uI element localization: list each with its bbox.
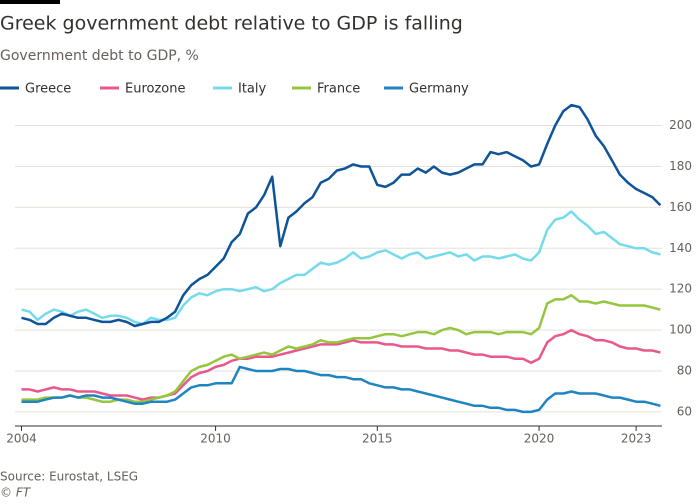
chart-subtitle: Government debt to GDP, %: [0, 48, 199, 64]
source: Source: Eurostat, LSEG: [0, 470, 138, 484]
legend-label: Eurozone: [125, 82, 185, 97]
legend-label: Greece: [25, 82, 71, 97]
x-tick-label: 2023: [621, 432, 652, 446]
y-tick-label: 200: [669, 118, 692, 132]
series-line: [21, 294, 661, 403]
x-tick-label: 2010: [200, 432, 231, 446]
y-tick-label: 60: [677, 404, 692, 418]
y-tick-label: 140: [669, 241, 692, 255]
series-line: [21, 328, 661, 401]
x-tick-label: 2004: [6, 432, 37, 446]
series-line: [21, 103, 662, 328]
y-tick-label: 80: [677, 364, 692, 378]
y-tick-label: 180: [669, 159, 692, 173]
legend-label: Italy: [238, 82, 267, 97]
legend-label: France: [317, 82, 360, 97]
brand-bar: [0, 0, 60, 4]
chart-title: Greek government debt relative to GDP is…: [0, 13, 463, 35]
x-tick-label: 2020: [524, 432, 555, 446]
series-line: [21, 365, 661, 414]
y-tick-label: 120: [669, 282, 692, 296]
credit: © FT: [0, 486, 32, 500]
y-tick-label: 160: [669, 200, 692, 214]
y-tick-label: 100: [669, 323, 692, 337]
series-line: [21, 210, 661, 326]
legend-label: Germany: [409, 82, 469, 97]
x-tick-label: 2015: [362, 432, 393, 446]
